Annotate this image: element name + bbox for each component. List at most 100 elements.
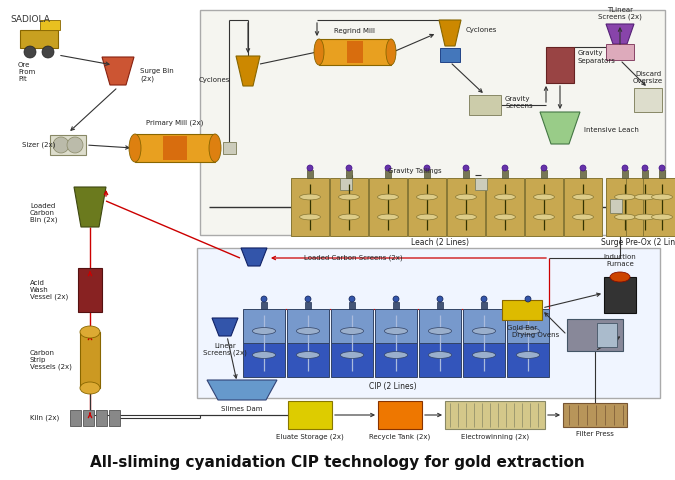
FancyBboxPatch shape bbox=[330, 178, 368, 236]
Ellipse shape bbox=[339, 194, 360, 200]
Ellipse shape bbox=[634, 214, 655, 220]
FancyBboxPatch shape bbox=[375, 343, 417, 377]
Ellipse shape bbox=[651, 194, 672, 200]
FancyBboxPatch shape bbox=[463, 309, 505, 343]
FancyBboxPatch shape bbox=[287, 309, 329, 343]
FancyBboxPatch shape bbox=[375, 309, 417, 343]
FancyBboxPatch shape bbox=[347, 41, 363, 63]
Circle shape bbox=[346, 165, 352, 171]
Ellipse shape bbox=[209, 134, 221, 162]
FancyBboxPatch shape bbox=[385, 170, 391, 178]
FancyBboxPatch shape bbox=[135, 134, 215, 162]
FancyBboxPatch shape bbox=[563, 403, 627, 427]
Text: Kiln (2x): Kiln (2x) bbox=[30, 415, 59, 421]
Text: Loaded
Carbon
Bin (2x): Loaded Carbon Bin (2x) bbox=[30, 203, 57, 223]
Text: Surge Bin
(2x): Surge Bin (2x) bbox=[140, 68, 173, 82]
Ellipse shape bbox=[429, 351, 452, 359]
FancyBboxPatch shape bbox=[331, 343, 373, 377]
Ellipse shape bbox=[300, 214, 321, 220]
FancyBboxPatch shape bbox=[525, 178, 563, 236]
Polygon shape bbox=[241, 248, 267, 266]
FancyBboxPatch shape bbox=[437, 302, 443, 309]
Ellipse shape bbox=[572, 214, 593, 220]
FancyBboxPatch shape bbox=[486, 178, 524, 236]
Ellipse shape bbox=[377, 194, 398, 200]
FancyBboxPatch shape bbox=[80, 332, 100, 388]
FancyBboxPatch shape bbox=[419, 343, 461, 377]
Ellipse shape bbox=[472, 351, 495, 359]
Circle shape bbox=[307, 165, 313, 171]
FancyBboxPatch shape bbox=[419, 309, 461, 343]
FancyBboxPatch shape bbox=[223, 142, 236, 154]
FancyBboxPatch shape bbox=[369, 178, 407, 236]
Ellipse shape bbox=[377, 214, 398, 220]
Text: Gold Bar: Gold Bar bbox=[507, 325, 537, 331]
FancyBboxPatch shape bbox=[393, 302, 399, 309]
Circle shape bbox=[502, 165, 508, 171]
Text: CIP (2 Lines): CIP (2 Lines) bbox=[369, 382, 416, 391]
Text: Primary Mill (2x): Primary Mill (2x) bbox=[146, 120, 204, 126]
Circle shape bbox=[481, 296, 487, 302]
FancyBboxPatch shape bbox=[109, 410, 120, 426]
FancyBboxPatch shape bbox=[546, 47, 574, 83]
Ellipse shape bbox=[340, 327, 364, 335]
FancyBboxPatch shape bbox=[261, 302, 267, 309]
FancyBboxPatch shape bbox=[502, 170, 508, 178]
Text: Linear
Screens (2x): Linear Screens (2x) bbox=[203, 343, 247, 357]
FancyBboxPatch shape bbox=[288, 401, 332, 429]
FancyBboxPatch shape bbox=[580, 170, 586, 178]
Ellipse shape bbox=[533, 194, 554, 200]
Ellipse shape bbox=[533, 214, 554, 220]
FancyBboxPatch shape bbox=[634, 88, 662, 112]
Polygon shape bbox=[212, 318, 238, 336]
FancyBboxPatch shape bbox=[78, 268, 102, 312]
Ellipse shape bbox=[495, 214, 516, 220]
Circle shape bbox=[305, 296, 311, 302]
Text: Discard
Oversize: Discard Oversize bbox=[633, 71, 663, 84]
FancyBboxPatch shape bbox=[83, 410, 94, 426]
FancyBboxPatch shape bbox=[604, 277, 636, 313]
Circle shape bbox=[463, 165, 469, 171]
FancyBboxPatch shape bbox=[243, 343, 285, 377]
Text: Slimes Dam: Slimes Dam bbox=[221, 406, 263, 412]
Text: Sizer (2x): Sizer (2x) bbox=[22, 142, 55, 148]
Ellipse shape bbox=[252, 351, 275, 359]
FancyBboxPatch shape bbox=[469, 95, 501, 115]
Ellipse shape bbox=[651, 214, 672, 220]
FancyBboxPatch shape bbox=[163, 136, 187, 160]
Text: Gravity
Screens: Gravity Screens bbox=[505, 96, 533, 109]
Text: Intensive Leach: Intensive Leach bbox=[584, 127, 639, 133]
Circle shape bbox=[393, 296, 399, 302]
Text: SADIOLA: SADIOLA bbox=[10, 15, 50, 24]
FancyBboxPatch shape bbox=[243, 309, 285, 343]
Ellipse shape bbox=[416, 214, 437, 220]
FancyBboxPatch shape bbox=[96, 410, 107, 426]
Circle shape bbox=[424, 165, 430, 171]
FancyBboxPatch shape bbox=[197, 248, 660, 398]
Circle shape bbox=[622, 165, 628, 171]
Ellipse shape bbox=[472, 327, 495, 335]
Text: Drying Ovens: Drying Ovens bbox=[512, 332, 559, 338]
Circle shape bbox=[525, 296, 531, 302]
Polygon shape bbox=[606, 24, 634, 44]
Text: Leach (2 Lines): Leach (2 Lines) bbox=[411, 238, 469, 247]
FancyBboxPatch shape bbox=[643, 178, 675, 236]
Circle shape bbox=[385, 165, 391, 171]
Polygon shape bbox=[540, 112, 580, 144]
Ellipse shape bbox=[340, 351, 364, 359]
Text: Loaded Carbon Screens (2x): Loaded Carbon Screens (2x) bbox=[304, 255, 402, 261]
Text: Cyclones: Cyclones bbox=[466, 27, 497, 33]
Ellipse shape bbox=[610, 272, 630, 282]
Circle shape bbox=[24, 46, 36, 58]
FancyBboxPatch shape bbox=[287, 343, 329, 377]
FancyBboxPatch shape bbox=[597, 323, 617, 347]
FancyBboxPatch shape bbox=[378, 401, 422, 429]
Polygon shape bbox=[236, 56, 260, 86]
Ellipse shape bbox=[456, 194, 477, 200]
Ellipse shape bbox=[634, 194, 655, 200]
Polygon shape bbox=[74, 187, 106, 227]
FancyBboxPatch shape bbox=[463, 170, 469, 178]
Ellipse shape bbox=[314, 39, 324, 65]
Circle shape bbox=[261, 296, 267, 302]
FancyBboxPatch shape bbox=[610, 199, 622, 213]
